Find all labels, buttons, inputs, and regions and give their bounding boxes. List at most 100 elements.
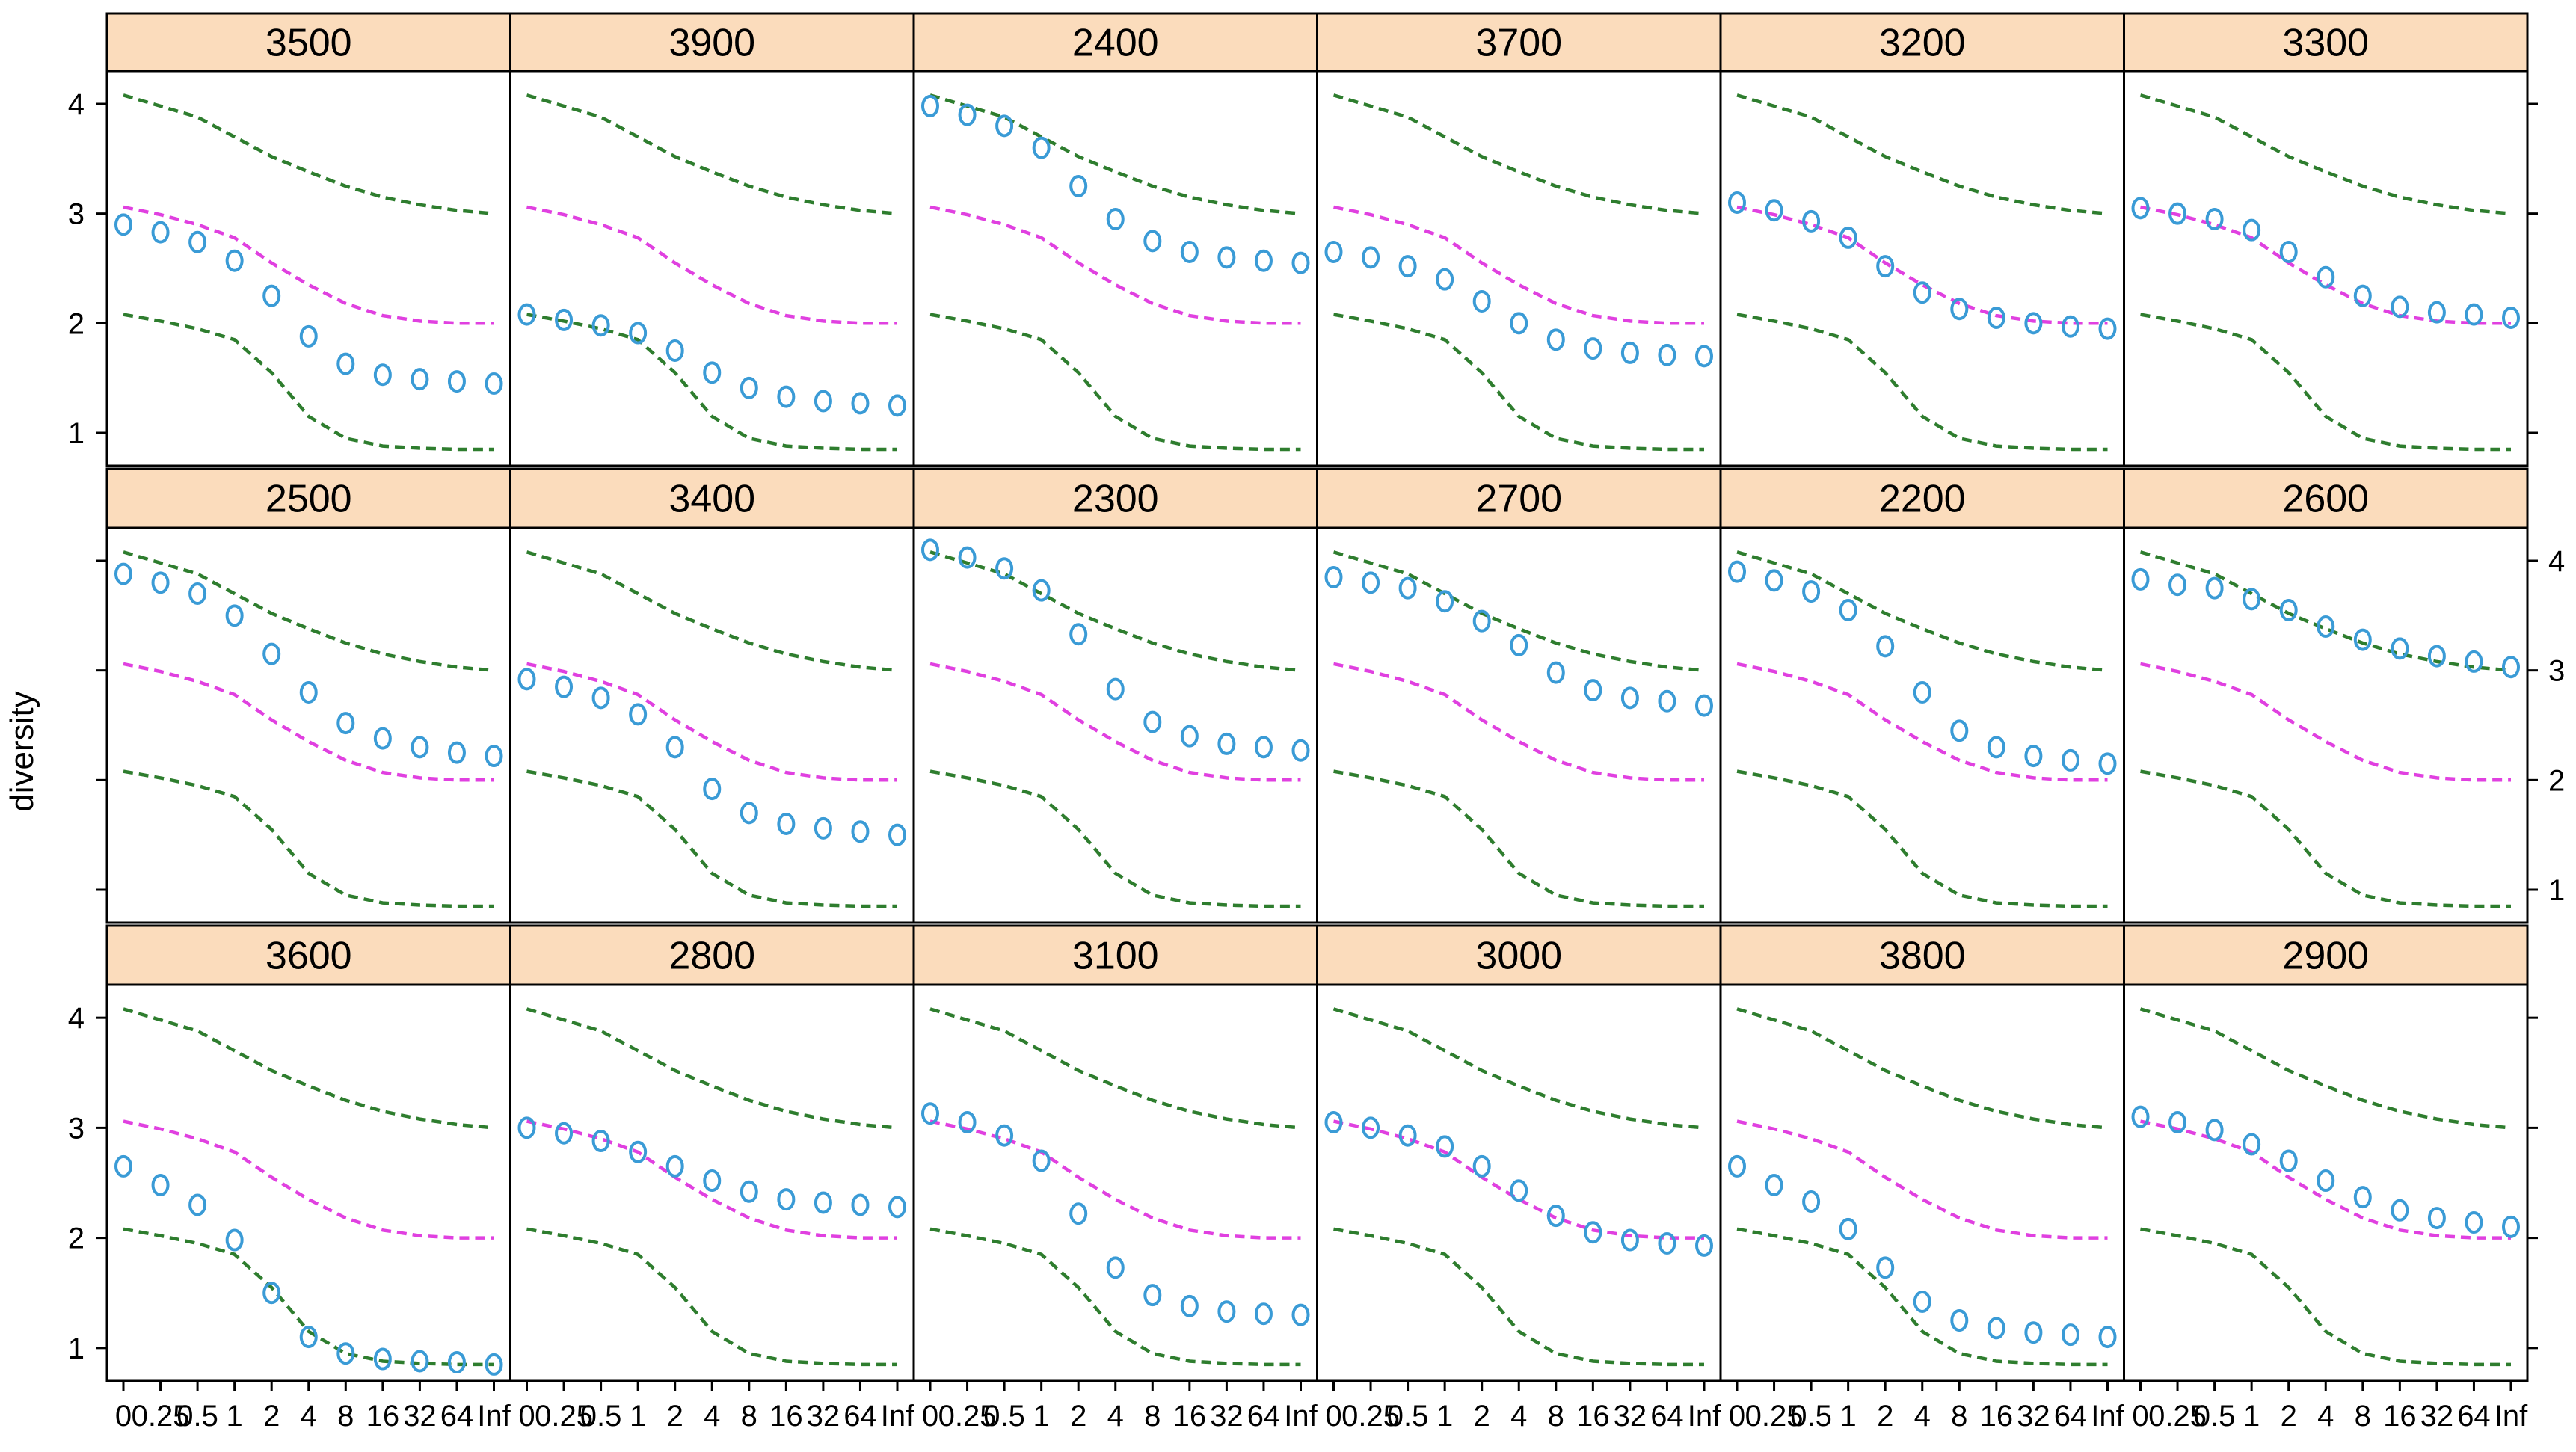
data-point-2900-3 [2243,1133,2261,1156]
reference-line-middle-2500 [123,662,494,782]
panel-2300: 2300 [912,467,1318,924]
data-point-3500-10 [485,372,503,395]
strip-label-3400: 3400 [668,478,755,521]
data-point-2900-10 [2502,1215,2520,1238]
data-point-3000-1 [1362,1116,1380,1139]
data-point-3900-9 [851,392,870,415]
data-point-2400-1 [958,103,977,126]
x-tick-label-8: 8 [2355,1400,2371,1433]
data-point-2200-0 [1728,560,1746,583]
reference-line-lower-3200 [1736,313,2108,452]
data-point-2600-9 [2465,650,2483,673]
data-point-3600-4 [262,1282,281,1305]
panel-2700: 2700 [1316,467,1722,924]
reference-line-lower-2200 [1736,769,2108,908]
data-point-3800-6 [1950,1309,1969,1332]
x-tick-label-2: 2 [2281,1400,2297,1433]
panel-frame-3400 [509,526,915,924]
data-point-2800-6 [740,1180,758,1203]
data-point-2300-1 [958,546,977,569]
data-point-3700-1 [1362,246,1380,269]
data-point-3600-3 [225,1228,244,1252]
data-point-2500-7 [373,727,392,750]
data-point-3400-1 [555,675,574,698]
data-point-3000-7 [1584,1221,1602,1244]
x-tick-label-32: 32 [2017,1400,2050,1433]
x-tick-label-8: 8 [1548,1400,1564,1433]
data-point-3000-10 [1695,1234,1713,1257]
data-point-2500-8 [411,736,429,759]
panel-3900: 3900 [509,12,915,467]
data-point-3600-8 [411,1350,429,1373]
data-point-3700-5 [1510,312,1528,335]
x-tick-label-Inf: Inf [1688,1400,1721,1433]
x-tick-label-16: 16 [1576,1400,1610,1433]
x-tick-label-1: 1 [2243,1400,2260,1433]
data-point-3400-7 [777,813,796,835]
data-point-2900-5 [2317,1169,2335,1193]
x-tick-label-0: 0 [2132,1400,2148,1433]
x-tick-label-0: 0 [922,1400,938,1433]
data-point-2200-8 [2024,745,2043,768]
data-point-3900-1 [555,308,574,331]
y-axis-label: diversity [4,691,40,811]
data-point-2600-5 [2317,615,2335,638]
data-point-3800-2 [1802,1190,1821,1213]
panel-2900: 2900 0 0.250.5 1 2 4 8 16 32 64 Inf [2123,924,2538,1433]
data-point-3200-3 [1839,226,1857,249]
data-point-3200-1 [1765,199,1783,222]
reference-line-upper-2300 [929,550,1301,672]
data-point-3800-3 [1839,1217,1857,1240]
data-point-3100-0 [921,1102,939,1125]
y-tick-label-4: 4 [68,88,84,121]
data-point-3500-9 [447,370,466,393]
x-tick-label-2: 2 [667,1400,683,1433]
data-point-2200-6 [1950,719,1969,742]
reference-line-middle-2800 [526,1119,897,1240]
reference-line-lower-3100 [929,1227,1301,1367]
data-point-2800-5 [703,1169,722,1193]
reference-line-middle-3500 [123,205,494,325]
data-point-2400-5 [1106,208,1125,230]
x-tick-label-16: 16 [1980,1400,2014,1433]
data-point-2500-1 [151,571,170,594]
x-tick-label-Inf: Inf [1284,1400,1318,1433]
data-point-2700-6 [1546,661,1565,684]
data-point-2800-1 [555,1122,574,1145]
x-tick-label-16: 16 [769,1400,803,1433]
data-point-2600-6 [2353,628,2372,651]
x-tick-label-4: 4 [301,1400,317,1433]
x-tick-label-0.5: 0.5 [580,1400,622,1433]
data-point-2800-4 [665,1154,684,1178]
reference-line-upper-2200 [1736,550,2108,672]
data-point-2700-3 [1436,590,1454,613]
data-point-2800-2 [591,1130,610,1153]
data-point-3400-10 [888,823,906,846]
data-point-2600-2 [2205,576,2224,600]
strip-3700 [1316,12,1722,73]
panel-frame-2400 [912,70,1318,467]
data-point-2600-4 [2279,599,2298,621]
data-point-3000-2 [1398,1124,1417,1147]
data-point-2500-9 [447,741,466,764]
data-point-3300-4 [2279,241,2298,263]
x-tick-label-1: 1 [1033,1400,1050,1433]
data-point-2600-10 [2502,656,2520,679]
data-point-2200-2 [1802,580,1821,603]
data-point-3400-9 [851,820,870,843]
x-tick-label-2: 2 [1070,1400,1086,1433]
strip-label-3000: 3000 [1475,935,1562,978]
panel-frame-3000 [1316,983,1722,1382]
data-point-3900-6 [740,376,758,399]
data-point-3800-10 [2098,1326,2117,1349]
data-point-2900-4 [2279,1149,2298,1172]
data-point-3400-5 [703,778,722,801]
data-point-2900-2 [2205,1119,2224,1142]
x-tick-label-0.25: 0.25 [938,1400,997,1433]
strip-2200 [1719,467,2125,529]
x-tick-label-0.5: 0.5 [2194,1400,2236,1433]
reference-line-middle-3800 [1736,1119,2108,1240]
reference-line-lower-3800 [1736,1227,2108,1367]
data-point-2800-7 [777,1188,796,1211]
panel-frame-2600 [2123,526,2529,924]
